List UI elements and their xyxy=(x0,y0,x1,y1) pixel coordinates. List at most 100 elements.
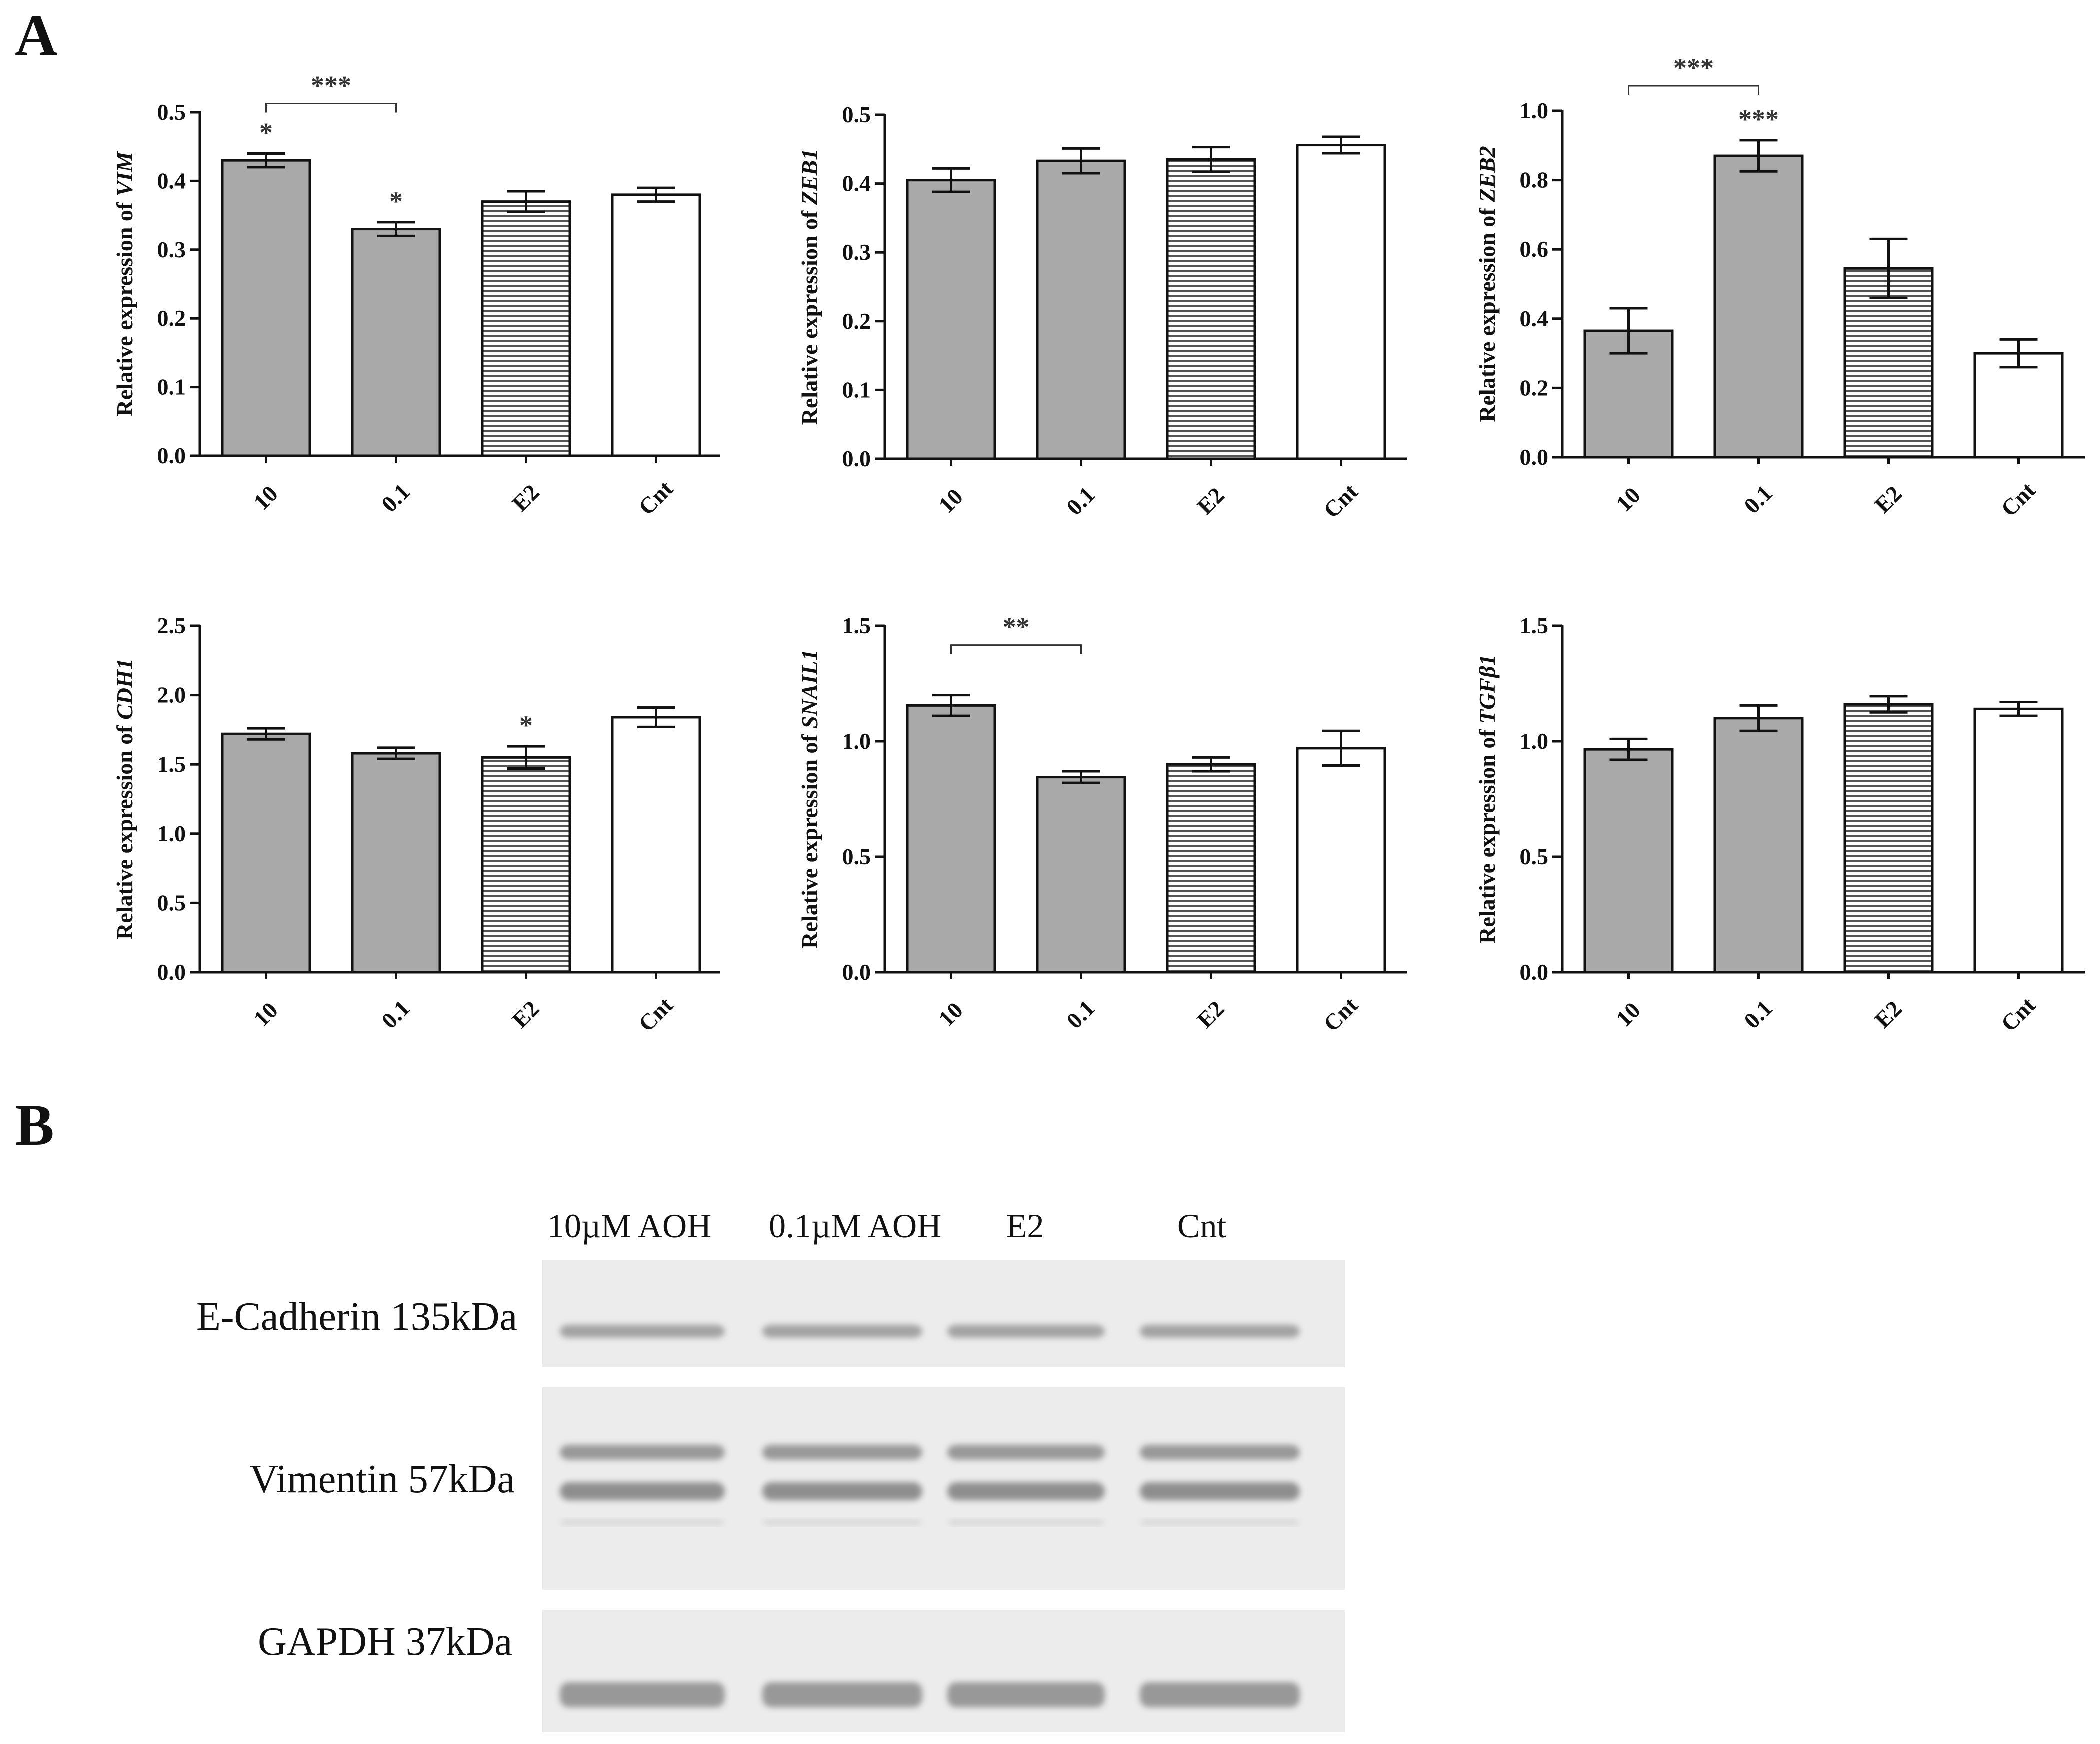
significance-bracket-label: *** xyxy=(311,70,352,100)
significance-bracket-label: ** xyxy=(1003,612,1030,642)
x-tick-label: 0.1 xyxy=(1062,482,1100,520)
x-tick-label: 10 xyxy=(934,484,968,518)
y-tick-label: 1.5 xyxy=(158,751,186,777)
blot-band xyxy=(762,1520,922,1525)
y-tick-label: 0.0 xyxy=(158,443,186,468)
x-tick-label: E2 xyxy=(1192,996,1230,1033)
y-tick-label: 0.5 xyxy=(1520,844,1549,869)
y-tick-label: 0.4 xyxy=(158,168,186,193)
x-tick-label: Cnt xyxy=(1318,478,1363,523)
y-tick-label: 0.8 xyxy=(1520,167,1549,193)
y-tick-label: 0.2 xyxy=(842,308,872,334)
chart-tgfβ1: 10 0.1 E2 Cnt 0.0 0.5 1.0 1.5 Relative expressio… xyxy=(1474,613,2085,1036)
blot-membrane xyxy=(542,1610,1345,1732)
panel-label-a: A xyxy=(15,2,58,68)
bar xyxy=(1974,352,2064,459)
y-axis-label-gene: CDH1 xyxy=(112,658,138,720)
lane-label: 10µM AOH xyxy=(548,1207,712,1245)
y-axis-label-prefix: Relative expression of xyxy=(797,205,822,425)
y-axis-label: Relative expression of TGFβ1 xyxy=(1474,654,1500,943)
bar xyxy=(1584,329,1674,459)
y-tick-label: 1.0 xyxy=(158,821,186,846)
membrane-background xyxy=(542,1260,1345,1367)
y-tick-label: 0.3 xyxy=(158,237,186,262)
bar xyxy=(1036,776,1126,974)
blot-band xyxy=(560,1520,725,1525)
blot-membrane xyxy=(542,1387,1345,1590)
y-tick-label: 2.0 xyxy=(158,682,186,708)
x-tick-label: E2 xyxy=(1870,481,1907,518)
x-tick-label: 0.1 xyxy=(1739,480,1778,519)
x-tick-label: Cnt xyxy=(634,475,678,520)
x-tick-label: 0.1 xyxy=(376,479,415,517)
y-tick-label: 0.4 xyxy=(1520,306,1549,331)
y-tick-label: 0.0 xyxy=(158,959,186,985)
y-axis-label: Relative expression of ZEB1 xyxy=(797,149,822,425)
bar xyxy=(1714,154,1804,459)
significance-star: * xyxy=(520,710,533,740)
blot-band xyxy=(948,1482,1105,1500)
bar-fill xyxy=(1845,268,1932,457)
x-tick-label: 0.1 xyxy=(376,995,415,1034)
y-tick-label: 0.5 xyxy=(158,890,186,915)
y-axis-label-gene: ZEB1 xyxy=(797,149,822,205)
y-tick-label: 0.3 xyxy=(842,239,872,265)
y-tick-label: 1.0 xyxy=(1520,728,1549,754)
blot-row-label: Vimentin 57kDa xyxy=(250,1457,515,1501)
bar xyxy=(351,228,442,457)
blot-band xyxy=(560,1482,725,1500)
x-tick-label: E2 xyxy=(1870,996,1907,1033)
y-tick-label: 0.0 xyxy=(842,446,872,471)
bar-fill xyxy=(1845,704,1932,972)
y-axis-label-gene: SNAIL1 xyxy=(797,649,822,728)
bar xyxy=(906,704,996,974)
y-tick-label: 1.5 xyxy=(842,613,872,638)
bar xyxy=(1584,748,1674,974)
significance-star: * xyxy=(260,117,273,147)
chart-cdh1: 10 0.1 E2 Cnt 0.0 0.5 1.0 1.5 2.0 2.5 Relative exp… xyxy=(112,613,720,1036)
significance-star: *** xyxy=(1738,104,1779,134)
y-tick-label: 1.0 xyxy=(1520,98,1549,123)
bar xyxy=(906,179,996,460)
significance-bracket-label: *** xyxy=(1674,53,1714,83)
bar xyxy=(221,159,312,457)
blot-band xyxy=(560,1325,725,1338)
x-tick-label: Cnt xyxy=(1318,992,1363,1036)
bar xyxy=(1296,144,1386,460)
y-tick-label: 0.2 xyxy=(158,305,186,331)
blot-row-label: E-Cadherin 135kDa xyxy=(196,1295,518,1339)
blot-band xyxy=(1140,1482,1300,1500)
y-tick-label: 0.1 xyxy=(842,377,872,402)
y-axis-label-prefix: Relative expression of xyxy=(112,720,138,940)
x-tick-label: 10 xyxy=(1611,482,1646,517)
y-axis-label-gene: TGFβ1 xyxy=(1474,654,1500,724)
blot-band xyxy=(1140,1520,1300,1525)
x-tick-label: E2 xyxy=(1192,482,1230,519)
y-tick-label: 0.1 xyxy=(158,374,186,400)
y-axis-label: Relative expression of VIM xyxy=(112,151,138,417)
lane-label: 0.1µM AOH xyxy=(769,1207,942,1245)
x-tick-label: 0.1 xyxy=(1739,995,1778,1034)
y-tick-label: 0.6 xyxy=(1520,236,1549,262)
y-axis-label-gene: VIM xyxy=(112,151,138,197)
x-tick-label: 10 xyxy=(934,997,968,1032)
bar-fill xyxy=(1168,764,1255,972)
x-tick-label: Cnt xyxy=(1996,992,2040,1036)
lane-label: E2 xyxy=(1006,1207,1044,1245)
y-tick-label: 0.5 xyxy=(842,102,872,127)
blot-band xyxy=(948,1325,1105,1338)
blot-row-label: GAPDH 37kDa xyxy=(258,1620,512,1664)
y-tick-label: 2.5 xyxy=(158,613,186,638)
blot-band xyxy=(948,1520,1105,1525)
bar xyxy=(611,193,702,457)
y-axis-label-prefix: Relative expression of xyxy=(112,196,138,416)
bar-charts: 10 0.1 E2 Cnt 0.0 0.1 0.2 0.3 0.4 0.5 Relative exp… xyxy=(112,53,2085,1036)
x-tick-label: 10 xyxy=(1611,997,1646,1032)
y-tick-label: 1.0 xyxy=(842,728,872,754)
y-tick-label: 0.0 xyxy=(1520,444,1549,470)
blot-band xyxy=(762,1445,922,1460)
blot-band xyxy=(560,1682,725,1707)
chart-snail1: 10 0.1 E2 Cnt 0.0 0.5 1.0 1.5 Relative expressio… xyxy=(797,612,1408,1036)
y-tick-label: 0.4 xyxy=(842,171,872,196)
